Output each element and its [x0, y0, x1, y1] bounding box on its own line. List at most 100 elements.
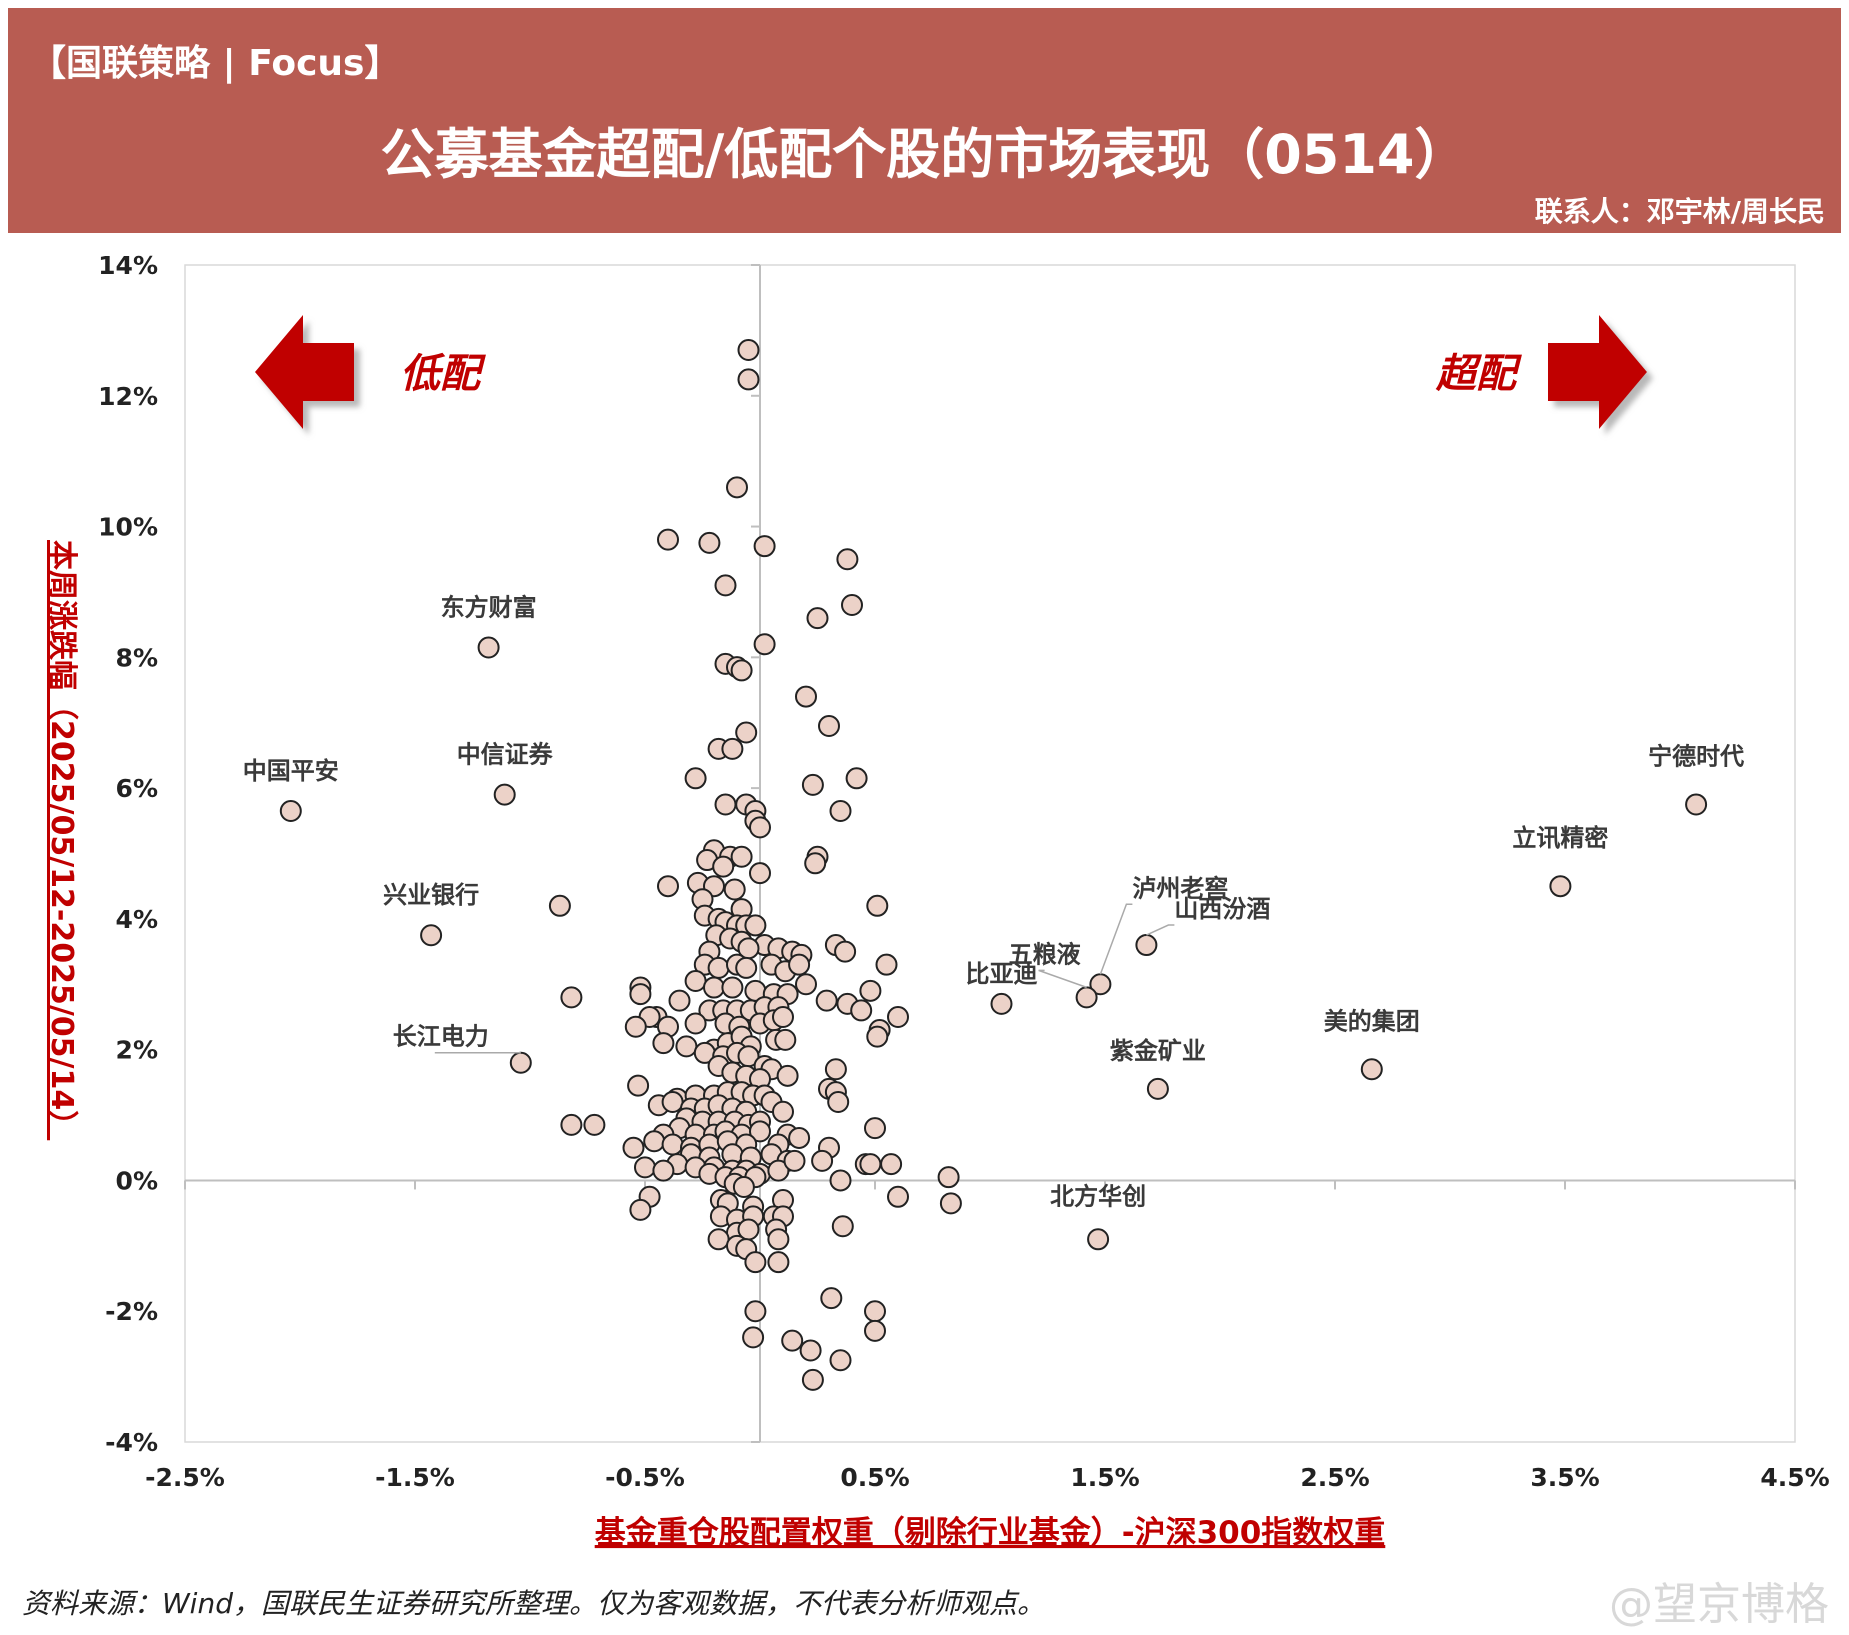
- data-point: [841, 594, 863, 617]
- data-point: [629, 1198, 652, 1221]
- x-tick-label: 2.5%: [1300, 1463, 1369, 1492]
- data-point: [732, 1175, 755, 1198]
- x-tick-label: 3.5%: [1530, 1463, 1599, 1492]
- data-point: [675, 1035, 698, 1058]
- y-tick-label: 4%: [116, 905, 158, 934]
- scatter-chart: -2.5% -1.5% -0.5% 0.5% 1.5% 2.5% 3.5% 4.5% -4%-…: [44, 251, 1830, 1551]
- data-point: [804, 852, 827, 875]
- point-label: 立讯精密: [1512, 824, 1608, 852]
- leader-line: [1038, 969, 1087, 989]
- data-point: [744, 1251, 767, 1274]
- data-point: [831, 1215, 854, 1238]
- data-point: [753, 535, 776, 558]
- data-points: [279, 339, 1708, 1391]
- data-point: [583, 1113, 606, 1136]
- data-point: [795, 973, 817, 996]
- point-label: 紫金矿业: [1110, 1037, 1206, 1065]
- x-tick-label: -1.5%: [375, 1463, 455, 1492]
- data-point: [806, 607, 829, 630]
- point-label: 山西汾酒: [1174, 895, 1270, 923]
- x-tick-label: 1.5%: [1070, 1463, 1139, 1492]
- point-label: 北方华创: [1050, 1182, 1146, 1210]
- data-point: [753, 633, 776, 656]
- labeled-point: [477, 636, 500, 659]
- point-label: 比亚迪: [966, 960, 1038, 988]
- data-point: [684, 767, 707, 790]
- data-point: [788, 953, 811, 976]
- data-point: [801, 773, 824, 796]
- y-tick-label: 2%: [116, 1036, 158, 1065]
- data-point: [801, 1368, 824, 1391]
- data-point: [730, 659, 753, 682]
- data-point: [707, 956, 730, 979]
- y-tick-label: 8%: [116, 643, 158, 672]
- data-point: [723, 878, 746, 901]
- data-point: [864, 1319, 886, 1342]
- x-tick-label: 0.5%: [840, 1463, 909, 1492]
- y-tick-label: 14%: [98, 251, 158, 280]
- data-point: [815, 989, 838, 1012]
- data-point: [875, 953, 898, 976]
- data-point: [657, 528, 679, 551]
- point-label: 中信证券: [457, 741, 554, 769]
- data-point: [560, 986, 583, 1009]
- point-label: 东方财富: [441, 594, 537, 622]
- data-point: [845, 767, 868, 790]
- x-axis-title: 基金重仓股配置权重（剔除行业基金）-沪深300指数权重: [595, 1515, 1386, 1551]
- data-point: [634, 1156, 656, 1179]
- data-point: [735, 721, 758, 744]
- labeled-point: [1549, 875, 1572, 898]
- data-point: [836, 548, 859, 571]
- data-point: [749, 816, 771, 839]
- data-point: [643, 1130, 666, 1153]
- data-point: [726, 476, 748, 499]
- data-point: [864, 1300, 886, 1323]
- data-point: [829, 799, 852, 822]
- data-point: [707, 1228, 730, 1251]
- y-tick-label: 0%: [116, 1166, 158, 1195]
- x-tick-label: -0.5%: [605, 1463, 685, 1492]
- labeled-point: [1135, 934, 1158, 957]
- data-point: [772, 1100, 794, 1123]
- data-point: [721, 976, 744, 999]
- labeled-point: [509, 1051, 532, 1074]
- x-tick-label: 4.5%: [1760, 1463, 1829, 1492]
- data-point: [939, 1192, 962, 1215]
- data-point: [818, 714, 840, 737]
- data-point: [866, 1025, 889, 1048]
- data-point: [887, 1185, 909, 1208]
- data-point: [735, 956, 758, 979]
- data-point: [767, 1228, 790, 1251]
- y-tick-label: 12%: [98, 382, 158, 411]
- data-point: [684, 970, 707, 993]
- data-point: [749, 1120, 771, 1143]
- y-tick-label: 10%: [98, 513, 158, 542]
- data-point: [622, 1136, 645, 1159]
- leader-line: [1099, 903, 1133, 975]
- source-note: 资料来源：Wind，国联民生证券研究所整理。仅为客观数据，不代表分析师观点。: [22, 1587, 1045, 1620]
- y-tick-label: 6%: [116, 774, 158, 803]
- data-point: [829, 1169, 852, 1192]
- y-axis-title: 本周涨跌幅（2025/05/12-2025/05/14）: [44, 540, 79, 1140]
- data-point: [737, 368, 760, 391]
- data-point: [820, 1287, 843, 1310]
- data-point: [866, 894, 889, 917]
- data-point: [776, 1064, 799, 1087]
- data-point: [781, 1329, 804, 1352]
- data-point: [652, 1032, 675, 1055]
- labeled-point: [1146, 1077, 1169, 1100]
- data-point: [703, 976, 725, 999]
- data-point: [742, 1326, 765, 1349]
- data-point: [624, 1015, 647, 1038]
- data-point: [627, 1074, 650, 1097]
- data-point: [859, 1153, 882, 1176]
- data-point: [834, 940, 857, 963]
- point-label: 长江电力: [393, 1023, 489, 1051]
- data-point: [721, 737, 744, 760]
- data-point: [880, 1153, 903, 1176]
- y-tick-label: -4%: [105, 1428, 158, 1457]
- data-point: [744, 914, 767, 937]
- data-point: [749, 862, 771, 885]
- data-point: [560, 1113, 583, 1136]
